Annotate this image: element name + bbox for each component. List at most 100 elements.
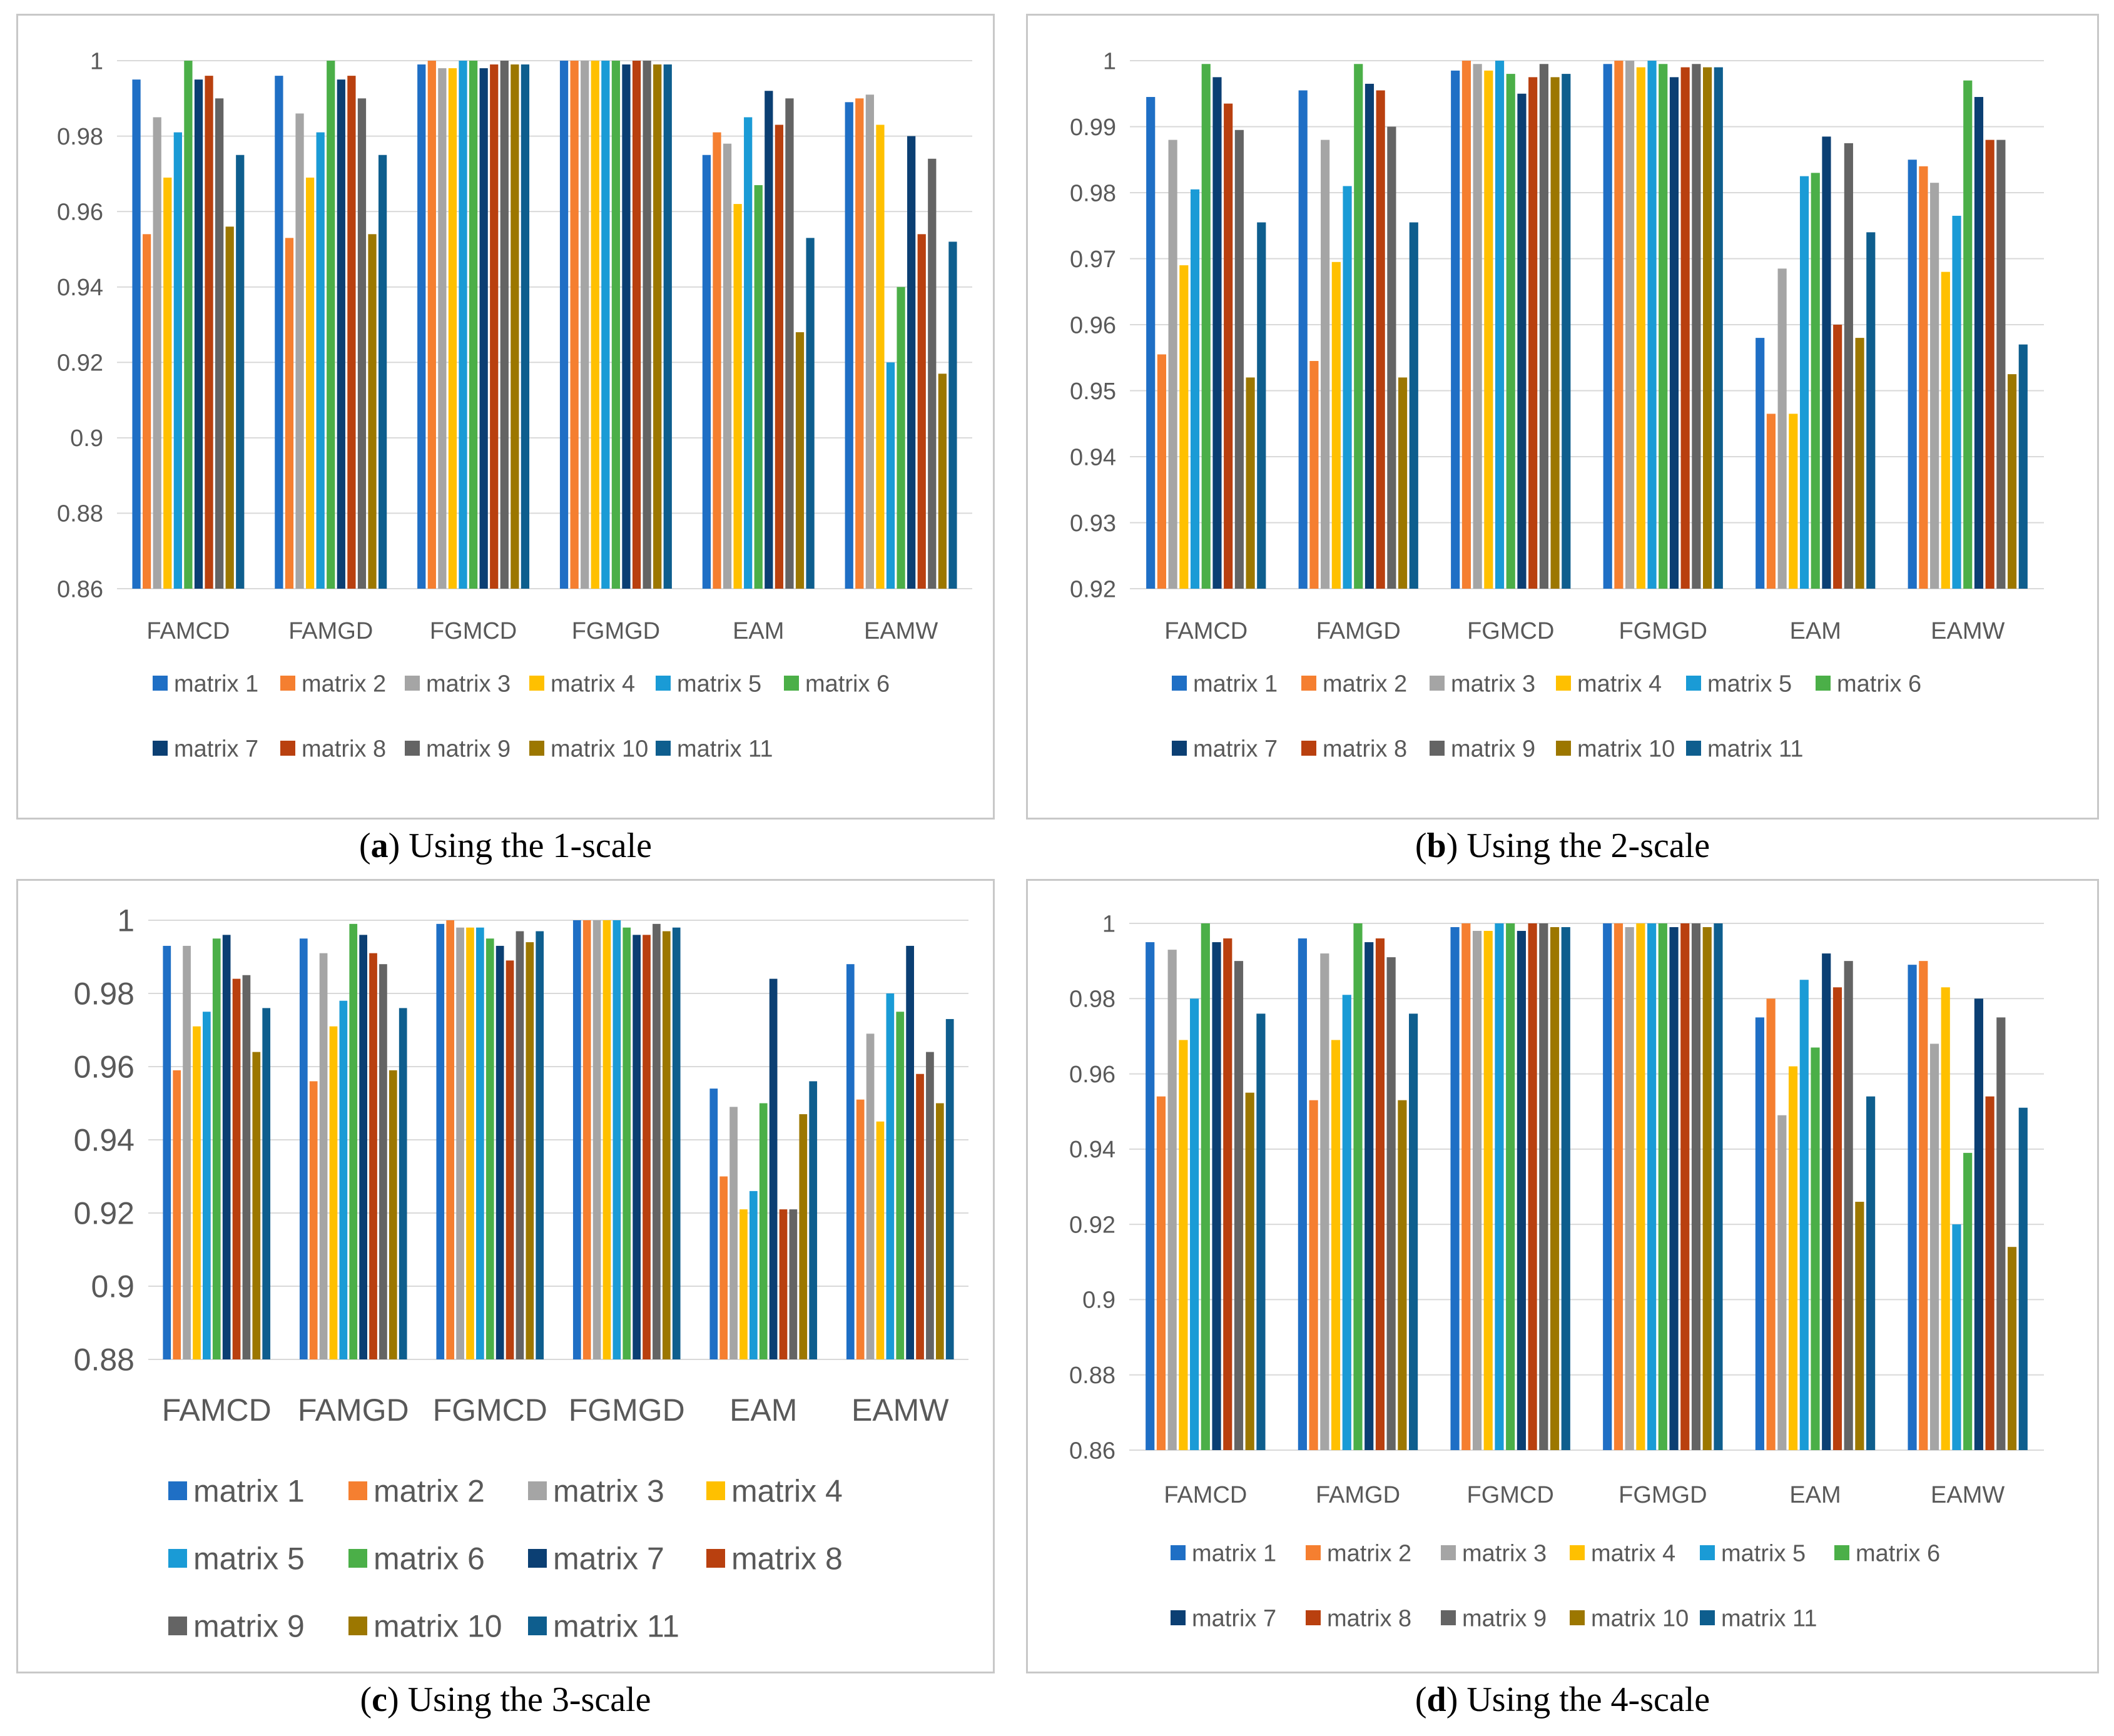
bar (378, 155, 387, 589)
y-tick-label: 0.88 (57, 501, 103, 527)
bar (1908, 965, 1917, 1450)
y-tick-label: 0.92 (1070, 576, 1116, 602)
bar (295, 113, 304, 589)
bar (876, 1121, 885, 1359)
legend-swatch (1430, 741, 1445, 756)
bar (347, 76, 356, 589)
chart-a: 0.86 0.88 0.9 0.92 0.94 0.96 0.98 1 FAMCD FAMGD FG… (57, 48, 972, 762)
bar (1680, 923, 1690, 1450)
bar (448, 68, 457, 589)
bar (2008, 374, 2017, 589)
bar (633, 935, 641, 1359)
y-tick-label: 0.96 (1070, 312, 1116, 338)
bar (926, 1052, 934, 1359)
bar (359, 935, 367, 1359)
legend-swatch (1556, 741, 1571, 756)
legend-swatch (168, 1481, 187, 1500)
legend-label: matrix 8 (302, 736, 386, 762)
bar (865, 94, 875, 589)
caption-d: (d) Using the 4-scale (1415, 1680, 1710, 1719)
legend-swatch (405, 741, 420, 756)
bar (750, 1190, 758, 1359)
bar (1483, 931, 1493, 1450)
caption-c: (c) Using the 3-scale (360, 1680, 651, 1719)
bar (2018, 344, 2028, 589)
y-tick-label: 0.9 (91, 1269, 135, 1304)
bar (1941, 987, 1950, 1450)
bar (806, 238, 815, 589)
bar (928, 158, 937, 589)
x-tick-label: FAMCD (162, 1393, 272, 1428)
bar (672, 927, 681, 1359)
bar (536, 931, 544, 1359)
x-tick-label: FGMGD (1619, 1482, 1707, 1508)
bar (183, 945, 191, 1359)
bar (1799, 176, 1809, 589)
bar (1952, 1224, 1961, 1450)
bar (466, 927, 474, 1359)
bar (339, 1000, 348, 1359)
x-tick-label: FAMGD (1316, 618, 1401, 644)
bar (739, 1209, 748, 1359)
bar (215, 98, 224, 589)
bar (232, 978, 241, 1359)
legend-swatch (1306, 1545, 1321, 1560)
x-tick-label: EAMW (864, 618, 938, 644)
bar (1929, 1043, 1939, 1450)
bar (602, 920, 611, 1359)
bar (662, 931, 671, 1359)
bar (1952, 215, 1961, 589)
bar (1256, 1013, 1266, 1450)
bar (1562, 74, 1571, 589)
bar (1156, 1096, 1166, 1450)
legend-label: matrix 1 (1192, 1540, 1276, 1566)
bar (1755, 1017, 1764, 1450)
bar (1364, 83, 1375, 589)
bar (1833, 325, 1842, 589)
bar (184, 61, 193, 589)
bar (1614, 61, 1624, 589)
bar (511, 64, 519, 589)
bar (1539, 64, 1548, 589)
bar (765, 91, 773, 589)
legend-swatch (168, 1617, 187, 1635)
legend-swatch (1686, 741, 1701, 756)
bar (1636, 923, 1645, 1450)
bar (719, 1176, 728, 1359)
bar (1788, 1066, 1798, 1450)
legend-swatch (1700, 1610, 1715, 1625)
bar (663, 64, 672, 589)
legend-label: matrix 5 (1721, 1540, 1806, 1566)
legend-label: matrix 2 (1323, 671, 1407, 697)
bar (886, 362, 895, 589)
bar (1168, 140, 1177, 589)
y-tick-label: 0.94 (57, 275, 103, 301)
bar (1625, 61, 1635, 589)
bar (916, 1074, 924, 1359)
legend-label: matrix 11 (553, 1609, 679, 1644)
bar (1354, 64, 1363, 589)
y-tick-label: 1 (90, 48, 103, 74)
bar (591, 61, 599, 589)
bar (846, 964, 855, 1359)
legend-label: matrix 9 (193, 1609, 305, 1644)
bar (1398, 377, 1408, 589)
bar (1190, 998, 1199, 1450)
legend-swatch (1172, 741, 1187, 756)
legend-swatch (784, 676, 799, 691)
y-tick-label: 0.88 (1069, 1363, 1115, 1389)
bar (866, 1033, 875, 1359)
bar (1223, 938, 1232, 1450)
bar (1409, 222, 1418, 589)
legend-label: matrix 7 (174, 736, 258, 762)
bar (1756, 338, 1765, 589)
bar (2007, 1247, 2017, 1450)
bar (1517, 93, 1527, 589)
bar (592, 920, 601, 1359)
bar (1647, 923, 1657, 1450)
bar (262, 1008, 271, 1359)
legend-label: matrix 4 (1591, 1540, 1675, 1566)
y-tick-label: 0.9 (1082, 1287, 1115, 1314)
bar (1714, 923, 1723, 1450)
bar (163, 177, 172, 589)
